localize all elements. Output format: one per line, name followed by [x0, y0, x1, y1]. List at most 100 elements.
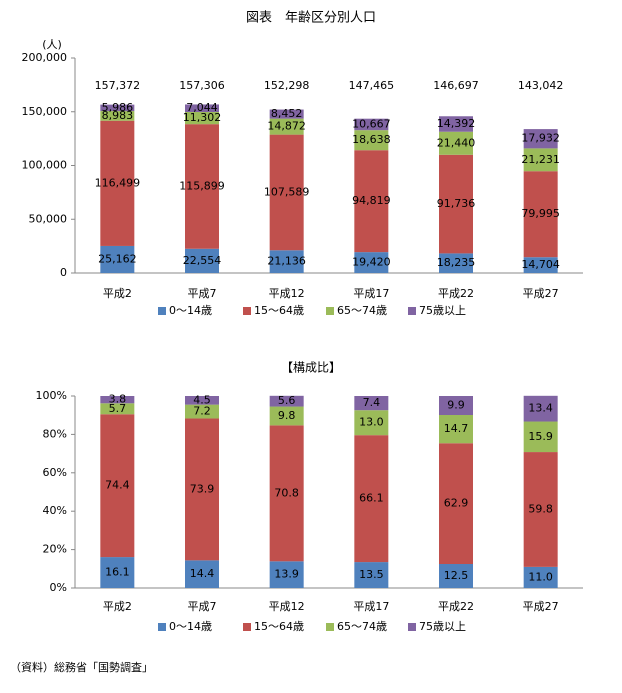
bar-segment — [100, 403, 135, 415]
y-tick-label: 100% — [36, 389, 67, 402]
legend-swatch — [243, 307, 251, 315]
bar-segment — [269, 395, 304, 407]
bar-segment — [100, 104, 135, 112]
total-label: 152,298 — [264, 79, 310, 92]
data-label: 70.8 — [274, 486, 299, 499]
x-tick-label: 平成22 — [438, 287, 474, 300]
bar-segment — [269, 425, 304, 562]
bar-segment — [439, 253, 473, 273]
bar-segment — [354, 396, 389, 411]
bar-segment — [185, 396, 219, 405]
data-label: 7,044 — [186, 101, 218, 114]
x-tick-label: 平成7 — [188, 600, 217, 613]
legend-label: 15〜64歳 — [254, 620, 304, 633]
bar-segment — [269, 134, 304, 251]
bar-segment — [269, 109, 304, 119]
data-label: 11,302 — [183, 111, 222, 124]
chart-title: 【構成比】 — [281, 361, 341, 375]
x-tick-label: 平成2 — [103, 287, 132, 300]
data-label: 14,392 — [437, 117, 476, 130]
bar-segment — [185, 248, 219, 273]
bar-segment — [523, 452, 558, 567]
data-label: 18,638 — [352, 133, 391, 146]
data-label: 16.1 — [105, 566, 130, 579]
legend-label: 15〜64歳 — [254, 304, 304, 317]
bar-segment — [523, 257, 558, 273]
bar-segment — [439, 564, 473, 588]
data-label: 94,819 — [352, 194, 391, 207]
data-label: 10,667 — [352, 117, 391, 130]
bar-segment — [439, 396, 473, 416]
data-label: 91,736 — [437, 197, 476, 210]
bar-segment — [439, 415, 473, 444]
bar-segment — [439, 131, 473, 155]
bar-segment — [523, 395, 558, 422]
data-label: 13.9 — [274, 568, 299, 581]
data-label: 3.8 — [109, 393, 127, 406]
x-tick-label: 平成12 — [269, 287, 305, 300]
bar-segment — [354, 130, 389, 151]
bar-segment — [185, 104, 219, 113]
total-label: 143,042 — [518, 79, 564, 92]
y-tick-label: 40% — [43, 504, 67, 517]
bar-segment — [100, 120, 135, 246]
bar-segment — [100, 396, 135, 404]
bar-segment — [100, 245, 135, 273]
bar-segment — [523, 148, 558, 172]
y-tick-label: 20% — [43, 543, 67, 556]
bar-segment — [439, 116, 473, 132]
bar-segment — [354, 252, 389, 273]
data-label: 18,235 — [437, 256, 476, 269]
x-tick-label: 平成27 — [523, 600, 559, 613]
bar-segment — [523, 129, 558, 149]
bar-segment — [354, 410, 389, 436]
data-label: 7.2 — [193, 405, 211, 418]
legend-swatch — [326, 307, 334, 315]
total-label: 146,697 — [433, 79, 479, 92]
data-label: 15.9 — [528, 430, 553, 443]
bar-segment — [100, 111, 135, 121]
x-tick-label: 平成27 — [523, 287, 559, 300]
data-label: 5,986 — [102, 101, 134, 114]
data-label: 14.4 — [190, 567, 215, 580]
data-label: 73.9 — [190, 482, 215, 495]
data-label: 116,499 — [95, 176, 141, 189]
data-label: 115,899 — [179, 179, 225, 192]
legend-swatch — [326, 623, 334, 631]
bar-segment — [185, 560, 219, 588]
bar-segment — [269, 406, 304, 426]
data-label: 8,983 — [102, 109, 134, 122]
total-label: 157,372 — [95, 79, 141, 92]
data-label: 59.8 — [528, 502, 553, 515]
legend-swatch — [158, 623, 166, 631]
data-label: 13.0 — [359, 416, 384, 429]
legend-swatch — [243, 623, 251, 631]
y-tick-label: 150,000 — [22, 105, 68, 118]
y-tick-label: 50,000 — [29, 212, 68, 225]
legend-label: 75歳以上 — [419, 304, 466, 317]
data-label: 13.4 — [528, 402, 553, 415]
y-tick-label: 0% — [50, 581, 67, 594]
data-label: 21,136 — [267, 255, 306, 268]
total-label: 157,306 — [179, 79, 225, 92]
x-tick-label: 平成17 — [353, 600, 389, 613]
bar-segment — [185, 112, 219, 125]
bar-segment — [439, 443, 473, 564]
bar-segment — [523, 421, 558, 453]
data-label: 13.5 — [359, 568, 384, 581]
bar-segment — [185, 418, 219, 561]
data-label: 5.7 — [109, 402, 127, 415]
bar-segment — [523, 566, 558, 588]
legend-label: 65〜74歳 — [337, 620, 387, 633]
y-tick-label: 0 — [60, 266, 67, 279]
bar-segment — [269, 250, 304, 273]
legend-label: 0〜14歳 — [169, 304, 212, 317]
legend-swatch — [408, 623, 416, 631]
data-label: 22,554 — [183, 254, 222, 267]
data-label: 11.0 — [528, 570, 553, 583]
y-tick-label: 100,000 — [22, 159, 68, 172]
x-tick-label: 平成2 — [103, 600, 132, 613]
data-label: 14.7 — [444, 422, 469, 435]
bar-segment — [523, 171, 558, 258]
